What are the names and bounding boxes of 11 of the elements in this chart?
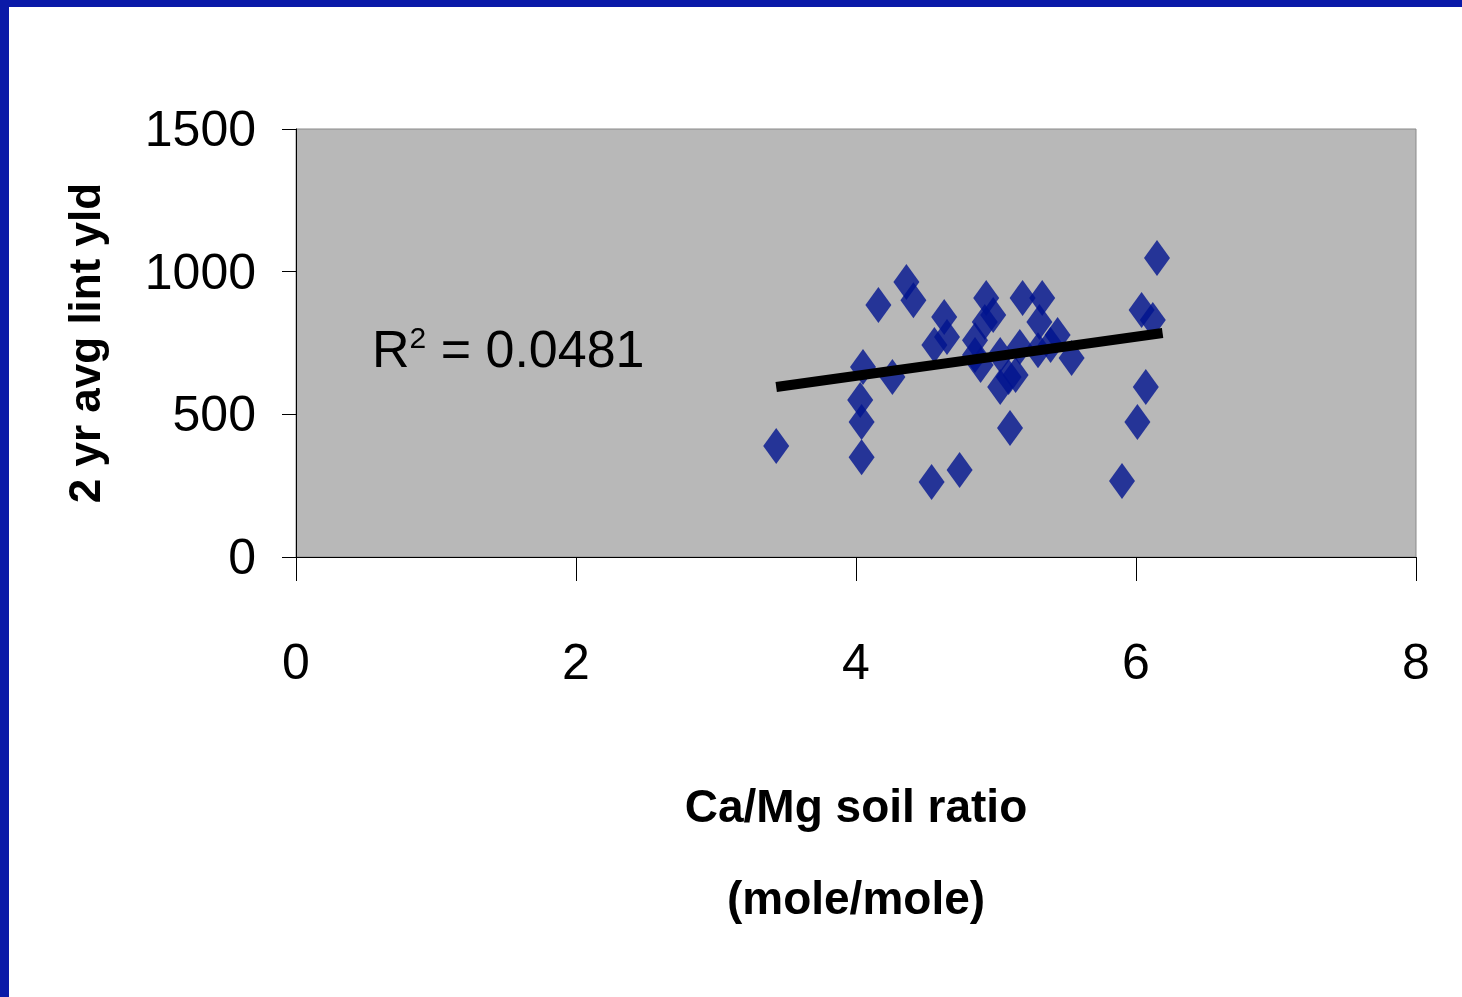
x-axis-title: Ca/Mg soil ratio (mole/mole) — [684, 780, 1028, 924]
y-tick-label: 0 — [228, 529, 256, 585]
x-tick-label: 2 — [562, 634, 590, 690]
y-tick-label: 1000 — [144, 243, 256, 300]
x-tick-label: 4 — [842, 634, 870, 690]
x-tick-label: 0 — [282, 634, 310, 690]
y-tick-label: 500 — [172, 386, 256, 443]
y-axis-title: 2 yr avg lint yld — [59, 182, 109, 504]
y-tick-label: 1500 — [144, 101, 256, 157]
x-tick-label: 8 — [1402, 634, 1430, 690]
x-tick-label: 6 — [1122, 634, 1150, 690]
